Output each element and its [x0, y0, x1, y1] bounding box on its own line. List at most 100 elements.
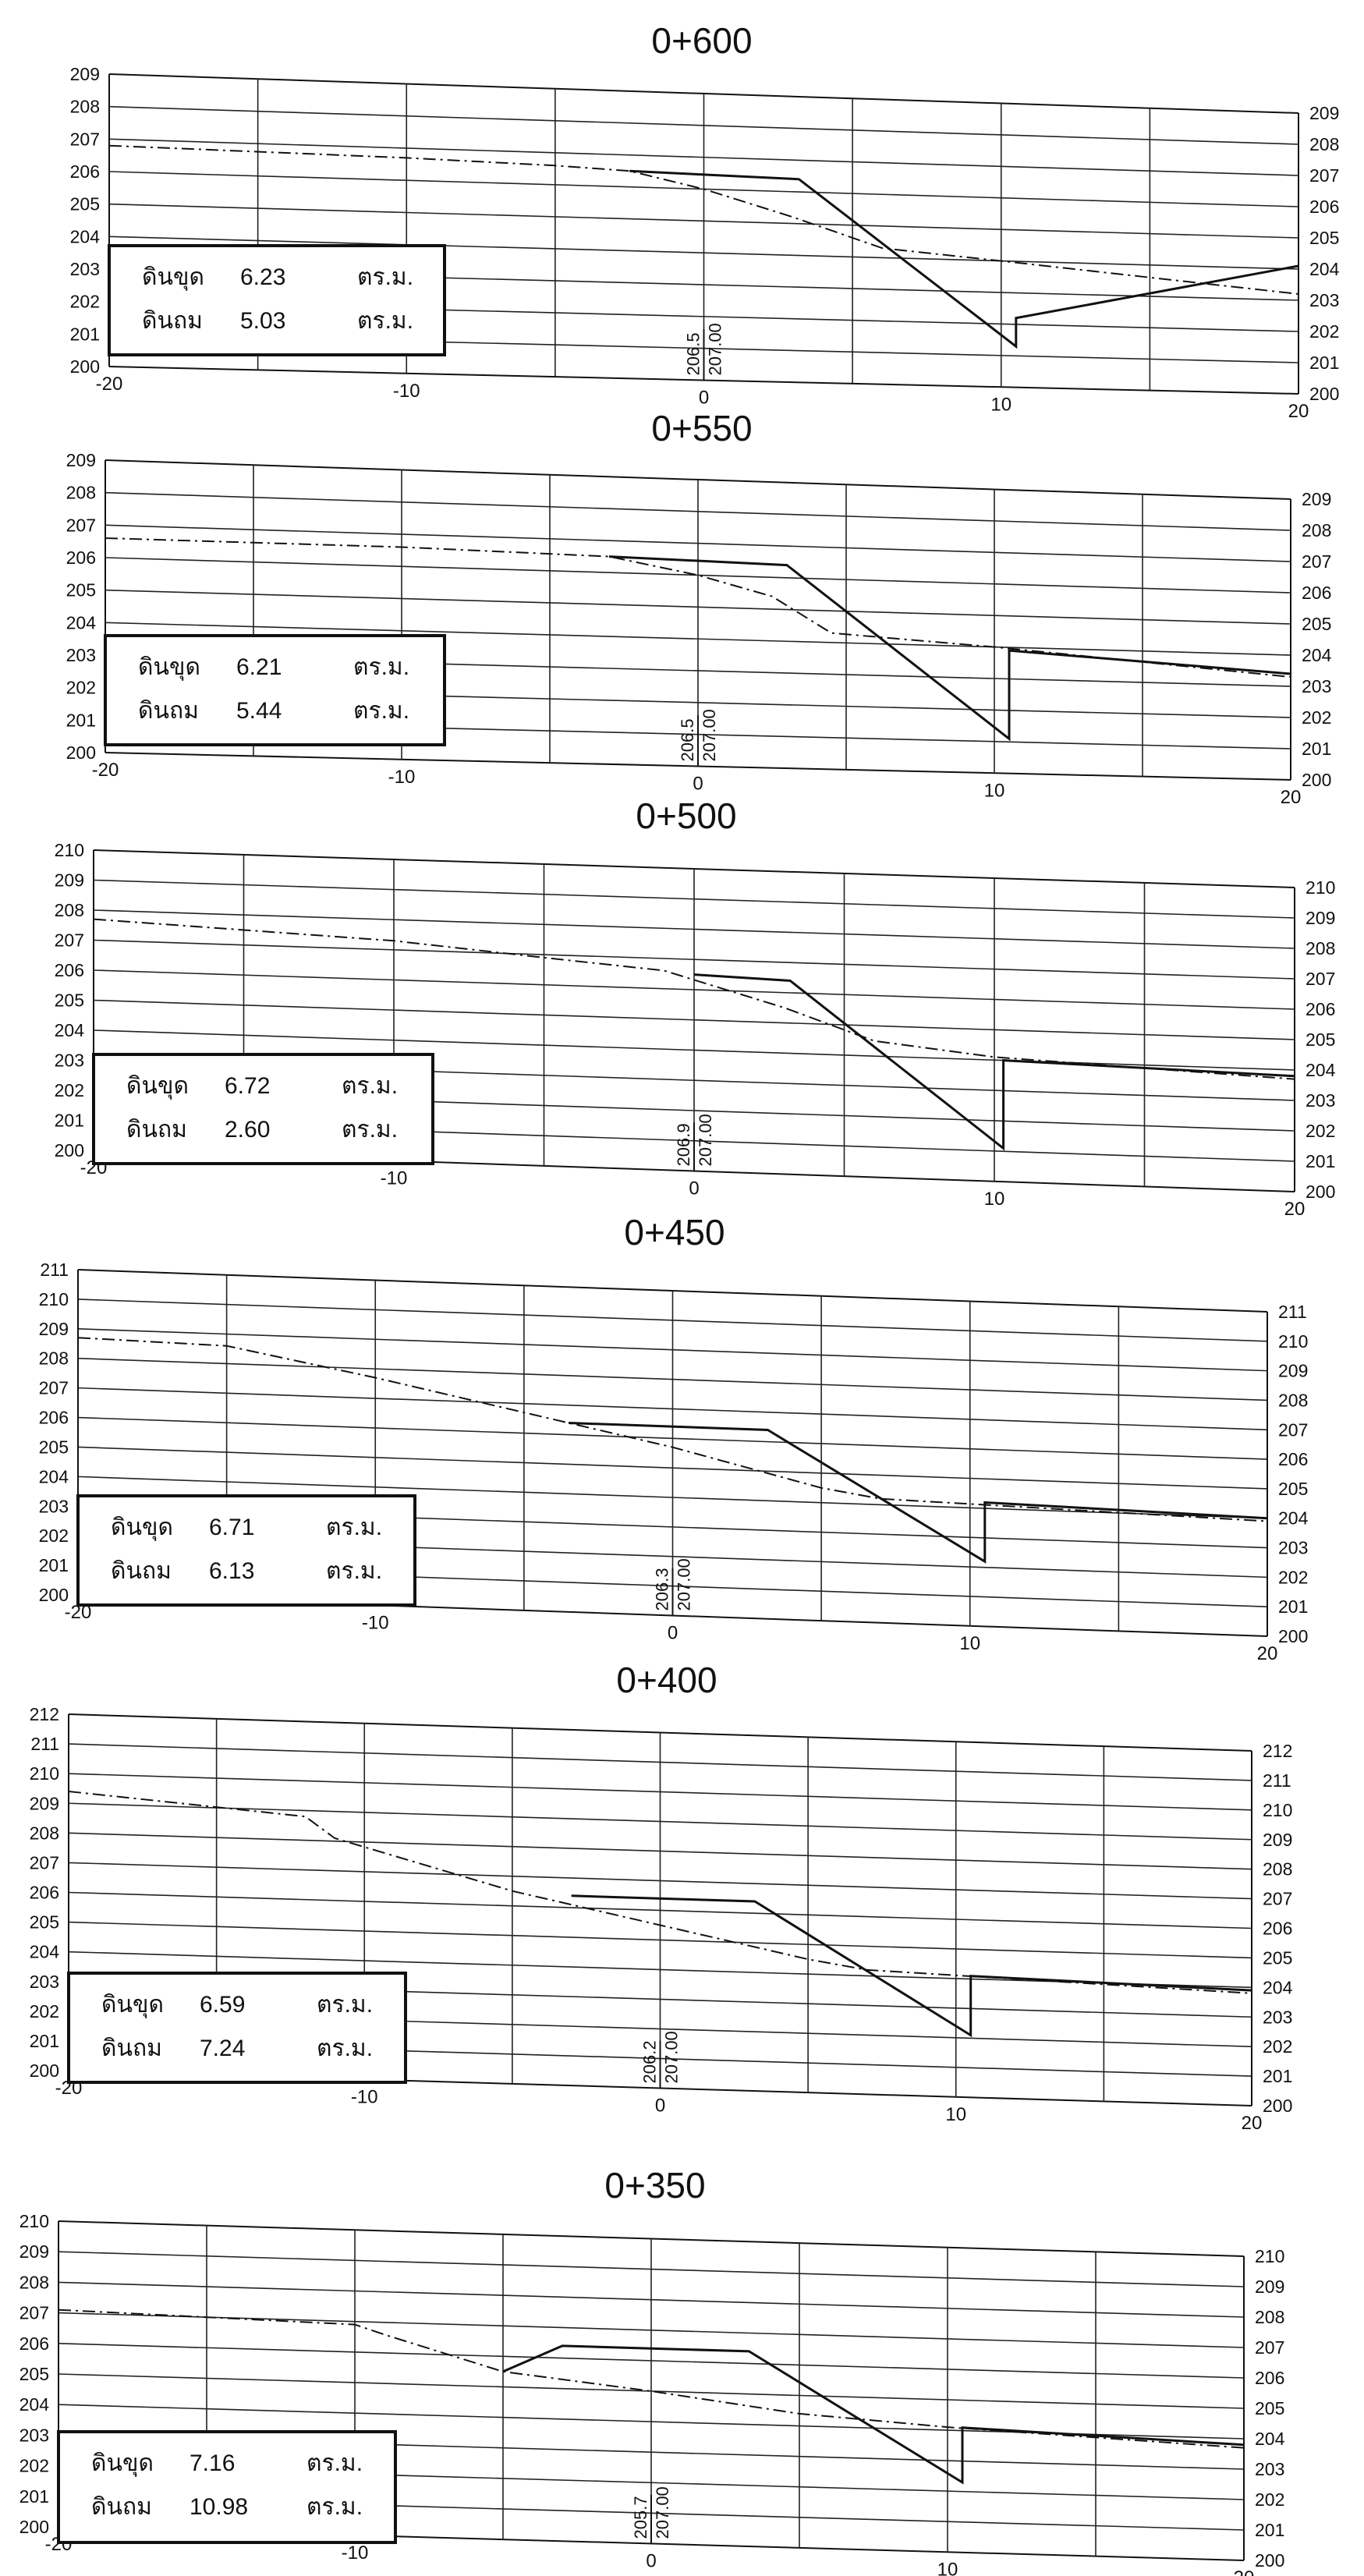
ground-elevation-label: 206.3 [653, 1568, 672, 1610]
y-tick-right: 209 [1255, 2277, 1284, 2297]
existing-ground-line [93, 918, 1295, 1080]
y-tick-left: 206 [39, 1408, 69, 1428]
x-tick: -10 [388, 767, 416, 788]
y-tick-left: 204 [19, 2394, 50, 2415]
x-tick: -10 [362, 1612, 389, 1633]
y-tick-right: 204 [1306, 1060, 1336, 1080]
y-tick-left: 209 [66, 450, 96, 470]
existing-ground-line [105, 537, 1291, 678]
y-tick-left: 200 [66, 742, 96, 763]
design-section-line [608, 555, 1291, 742]
y-tick-left: 204 [66, 612, 97, 632]
cut-label: ดินขุด [111, 1515, 173, 1542]
y-tick-right: 208 [1278, 1390, 1308, 1410]
y-tick-right: 208 [1302, 520, 1331, 540]
y-tick-right: 209 [1263, 1830, 1292, 1850]
y-tick-right: 202 [1263, 2036, 1292, 2057]
y-tick-right: 205 [1302, 614, 1331, 634]
y-tick-right: 205 [1263, 1947, 1292, 1968]
y-tick-left: 203 [55, 1051, 84, 1071]
y-tick-left: 203 [39, 1496, 69, 1516]
y-tick-left: 200 [70, 356, 100, 377]
y-tick-right: 204 [1309, 259, 1340, 279]
design-elevation-label: 207.00 [653, 2486, 672, 2539]
y-tick-left: 204 [55, 1020, 85, 1040]
y-tick-left: 210 [19, 2211, 49, 2231]
section-title: 0+450 [624, 1212, 725, 1253]
volume-summary-box [57, 2430, 397, 2544]
y-tick-right: 207 [1302, 551, 1331, 572]
y-tick-left: 210 [55, 840, 84, 860]
x-tick: 0 [689, 1178, 699, 1199]
y-tick-right: 203 [1309, 290, 1339, 310]
fill-value: 5.44 [236, 698, 282, 724]
design-section-line [629, 169, 1299, 349]
section-title: 0+350 [604, 2165, 705, 2206]
y-tick-left: 203 [70, 259, 100, 279]
y-tick-right: 203 [1306, 1090, 1335, 1111]
ground-elevation-label: 206.2 [640, 2040, 660, 2083]
y-tick-left: 204 [39, 1466, 69, 1486]
y-tick-right: 208 [1255, 2307, 1284, 2327]
cut-value: 6.72 [225, 1073, 270, 1099]
y-tick-left: 209 [30, 1793, 59, 1813]
y-tick-right: 211 [1278, 1302, 1307, 1322]
y-tick-right: 205 [1309, 228, 1339, 248]
y-tick-left: 207 [19, 2303, 49, 2323]
y-tick-left: 207 [66, 515, 96, 535]
section-title: 0+600 [651, 20, 752, 61]
cut-value: 6.23 [240, 264, 285, 290]
existing-ground-line [58, 2308, 1245, 2449]
y-tick-left: 205 [70, 194, 100, 214]
y-tick-right: 206 [1309, 197, 1339, 217]
volume-summary-box [92, 1053, 434, 1165]
y-tick-left: 205 [30, 1912, 59, 1933]
y-tick-left: 204 [70, 226, 101, 246]
x-tick: -20 [92, 760, 119, 781]
y-tick-left: 211 [30, 1734, 59, 1754]
cross-section-4: 0+40020020120220320420520620720820921021… [30, 1660, 1293, 2134]
x-tick: 20 [1257, 1643, 1278, 1664]
fill-value: 5.03 [240, 308, 285, 334]
y-tick-left: 201 [66, 710, 96, 730]
y-tick-left: 208 [39, 1348, 69, 1369]
y-tick-right: 207 [1255, 2337, 1284, 2358]
y-tick-right: 209 [1302, 489, 1331, 509]
y-tick-right: 207 [1278, 1419, 1308, 1440]
ground-elevation-label: 206.5 [684, 332, 703, 375]
design-elevation-label: 207.00 [700, 709, 719, 761]
unit-label: ตร.ม. [353, 654, 409, 680]
unit-label: ตร.ม. [357, 308, 413, 334]
y-tick-left: 202 [55, 1080, 84, 1100]
y-tick-right: 200 [1306, 1182, 1335, 1202]
design-section-line [502, 2344, 1245, 2485]
y-tick-right: 203 [1302, 676, 1331, 696]
y-tick-right: 201 [1255, 2520, 1284, 2540]
unit-label: ตร.ม. [342, 1073, 398, 1099]
y-tick-right: 207 [1309, 165, 1339, 186]
y-tick-left: 200 [19, 2517, 49, 2537]
y-tick-right: 210 [1278, 1331, 1308, 1352]
y-tick-left: 208 [66, 483, 96, 503]
section-title: 0+500 [636, 795, 736, 836]
design-section-line [571, 1894, 1252, 2038]
y-tick-right: 208 [1306, 938, 1335, 958]
x-tick: 10 [959, 1633, 980, 1654]
fill-label: ดินถม [91, 2494, 152, 2520]
y-tick-right: 202 [1255, 2489, 1284, 2510]
y-tick-right: 203 [1278, 1538, 1308, 1558]
y-tick-left: 203 [19, 2425, 49, 2445]
y-tick-right: 200 [1302, 770, 1331, 790]
design-elevation-label: 207.00 [675, 1558, 694, 1610]
y-tick-left: 206 [70, 161, 100, 182]
x-tick: 0 [668, 1623, 678, 1644]
fill-label: ดินถม [101, 2036, 162, 2061]
cut-label: ดินขุด [91, 2450, 154, 2478]
y-tick-left: 201 [30, 2031, 59, 2051]
y-tick-right: 200 [1278, 1626, 1308, 1646]
y-tick-right: 206 [1278, 1449, 1308, 1469]
unit-label: ตร.ม. [342, 1117, 398, 1143]
y-tick-left: 209 [70, 64, 100, 84]
fill-value: 6.13 [209, 1558, 254, 1584]
y-tick-right: 204 [1255, 2429, 1285, 2449]
